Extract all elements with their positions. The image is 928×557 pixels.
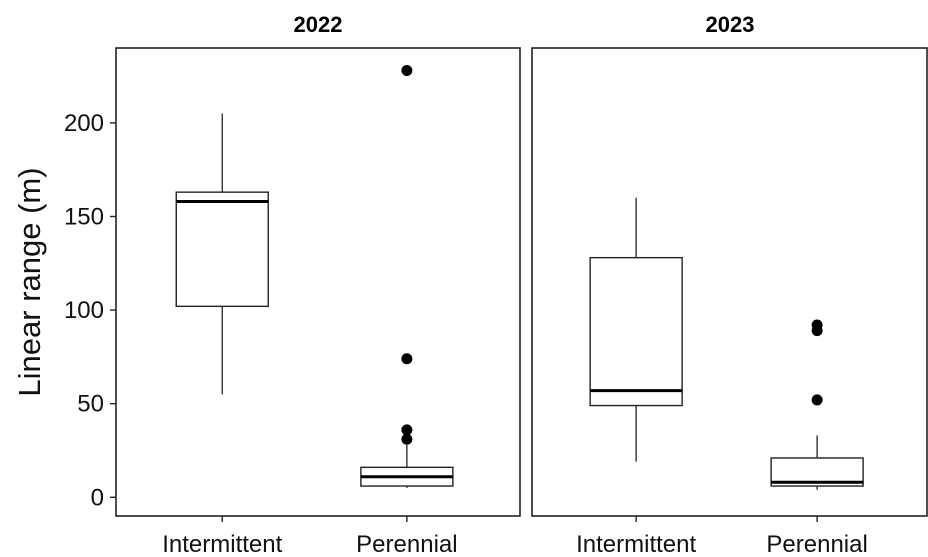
panel-title: 2022 [294, 12, 343, 37]
panel-2022: 2022 0 50 100 150 200 Intermittent Perennial [64, 12, 521, 557]
x-tick-label: Intermittent [576, 531, 696, 557]
x-tick-label: Intermittent [162, 531, 282, 557]
box-intermittent: Intermittent [576, 197, 697, 557]
x-tick-label: Perennial [356, 531, 457, 557]
outlier-point [811, 319, 823, 331]
y-tick-label: 50 [77, 391, 104, 418]
x-tick-label: Perennial [766, 531, 867, 557]
panel-frame [531, 47, 928, 517]
box-perennial: Perennial [356, 64, 458, 557]
y-tick-label: 150 [64, 203, 104, 230]
panel-2023: 2023 Intermittent Perennial [531, 12, 928, 557]
outlier-point [401, 424, 413, 436]
iqr-box [175, 191, 269, 308]
panel-frame [115, 47, 521, 517]
iqr-box [589, 256, 683, 407]
y-tick-label: 200 [64, 110, 104, 137]
outlier-point [401, 64, 413, 76]
y-tick-label: 0 [91, 484, 104, 511]
outlier-point [811, 394, 823, 406]
y-axis-title: Linear range (m) [12, 167, 47, 396]
box-intermittent: Intermittent [162, 113, 283, 557]
outlier-point [401, 353, 413, 365]
y-tick-label: 100 [64, 297, 104, 324]
panel-title: 2023 [706, 12, 755, 37]
box-perennial: Perennial [766, 319, 868, 557]
outlier-point [401, 433, 413, 445]
